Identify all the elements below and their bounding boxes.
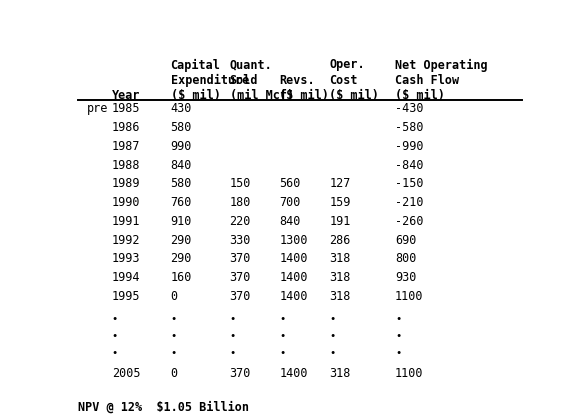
Text: 370: 370 [229,290,251,303]
Text: Quant.: Quant. [229,58,272,71]
Text: Cash Flow: Cash Flow [395,74,459,87]
Text: Expenditure: Expenditure [171,74,249,87]
Text: Capital: Capital [171,58,221,71]
Text: 370: 370 [229,271,251,284]
Text: •: • [329,314,336,324]
Text: 160: 160 [171,271,192,284]
Text: •: • [395,331,401,341]
Text: 760: 760 [171,196,192,209]
Text: -210: -210 [395,196,424,209]
Text: 290: 290 [171,252,192,265]
Text: 690: 690 [395,234,417,247]
Text: 318: 318 [329,252,350,265]
Text: 150: 150 [229,177,251,190]
Text: -580: -580 [395,121,424,134]
Text: 1300: 1300 [280,234,308,247]
Text: -840: -840 [395,159,424,172]
Text: 286: 286 [329,234,350,247]
Text: ($ mil): ($ mil) [171,89,221,102]
Text: 1994: 1994 [112,271,140,284]
Text: 700: 700 [280,196,301,209]
Text: •: • [112,348,118,358]
Text: •: • [171,314,177,324]
Text: 318: 318 [329,271,350,284]
Text: 1986: 1986 [112,121,140,134]
Text: 330: 330 [229,234,251,247]
Text: 1400: 1400 [280,252,308,265]
Text: 1400: 1400 [280,290,308,303]
Text: Revs.: Revs. [280,74,315,87]
Text: •: • [280,331,285,341]
Text: ($ mil): ($ mil) [395,89,445,102]
Text: 290: 290 [171,234,192,247]
Text: •: • [171,348,177,358]
Text: -150: -150 [395,177,424,190]
Text: 930: 930 [395,271,417,284]
Text: •: • [112,314,118,324]
Text: 0: 0 [171,290,178,303]
Text: •: • [171,331,177,341]
Text: 910: 910 [171,215,192,228]
Text: Oper.: Oper. [329,58,365,71]
Text: 430: 430 [171,102,192,116]
Text: 1991: 1991 [112,215,140,228]
Text: •: • [280,314,285,324]
Text: Net Operating: Net Operating [395,58,488,71]
Text: 580: 580 [171,177,192,190]
Text: 580: 580 [171,121,192,134]
Text: 1985: 1985 [112,102,140,116]
Text: •: • [112,331,118,341]
Text: •: • [229,314,236,324]
Text: 560: 560 [280,177,301,190]
Text: 1400: 1400 [280,367,308,380]
Text: 220: 220 [229,215,251,228]
Text: 840: 840 [280,215,301,228]
Text: -990: -990 [395,140,424,153]
Text: 1992: 1992 [112,234,140,247]
Text: 1995: 1995 [112,290,140,303]
Text: 1993: 1993 [112,252,140,265]
Text: ($ mil): ($ mil) [329,89,379,102]
Text: 127: 127 [329,177,350,190]
Text: -260: -260 [395,215,424,228]
Text: 800: 800 [395,252,417,265]
Text: 1988: 1988 [112,159,140,172]
Text: 159: 159 [329,196,350,209]
Text: 1100: 1100 [395,367,424,380]
Text: •: • [229,331,236,341]
Text: 1987: 1987 [112,140,140,153]
Text: (mil Mcf): (mil Mcf) [229,89,294,102]
Text: 0: 0 [171,367,178,380]
Text: •: • [280,348,285,358]
Text: 1989: 1989 [112,177,140,190]
Text: •: • [329,331,336,341]
Text: pre: pre [87,102,108,116]
Text: 370: 370 [229,367,251,380]
Text: 191: 191 [329,215,350,228]
Text: Sold: Sold [229,74,258,87]
Text: •: • [229,348,236,358]
Text: 318: 318 [329,290,350,303]
Text: 990: 990 [171,140,192,153]
Text: •: • [329,348,336,358]
Text: -430: -430 [395,102,424,116]
Text: 1100: 1100 [395,290,424,303]
Text: ($ mil): ($ mil) [280,89,329,102]
Text: 1990: 1990 [112,196,140,209]
Text: •: • [395,314,401,324]
Text: 180: 180 [229,196,251,209]
Text: 1400: 1400 [280,271,308,284]
Text: 840: 840 [171,159,192,172]
Text: •: • [395,348,401,358]
Text: 2005: 2005 [112,367,140,380]
Text: 318: 318 [329,367,350,380]
Text: NPV @ 12%  $1.05 Billion: NPV @ 12% $1.05 Billion [78,401,249,414]
Text: Cost: Cost [329,74,358,87]
Text: Year: Year [112,89,140,102]
Text: 370: 370 [229,252,251,265]
